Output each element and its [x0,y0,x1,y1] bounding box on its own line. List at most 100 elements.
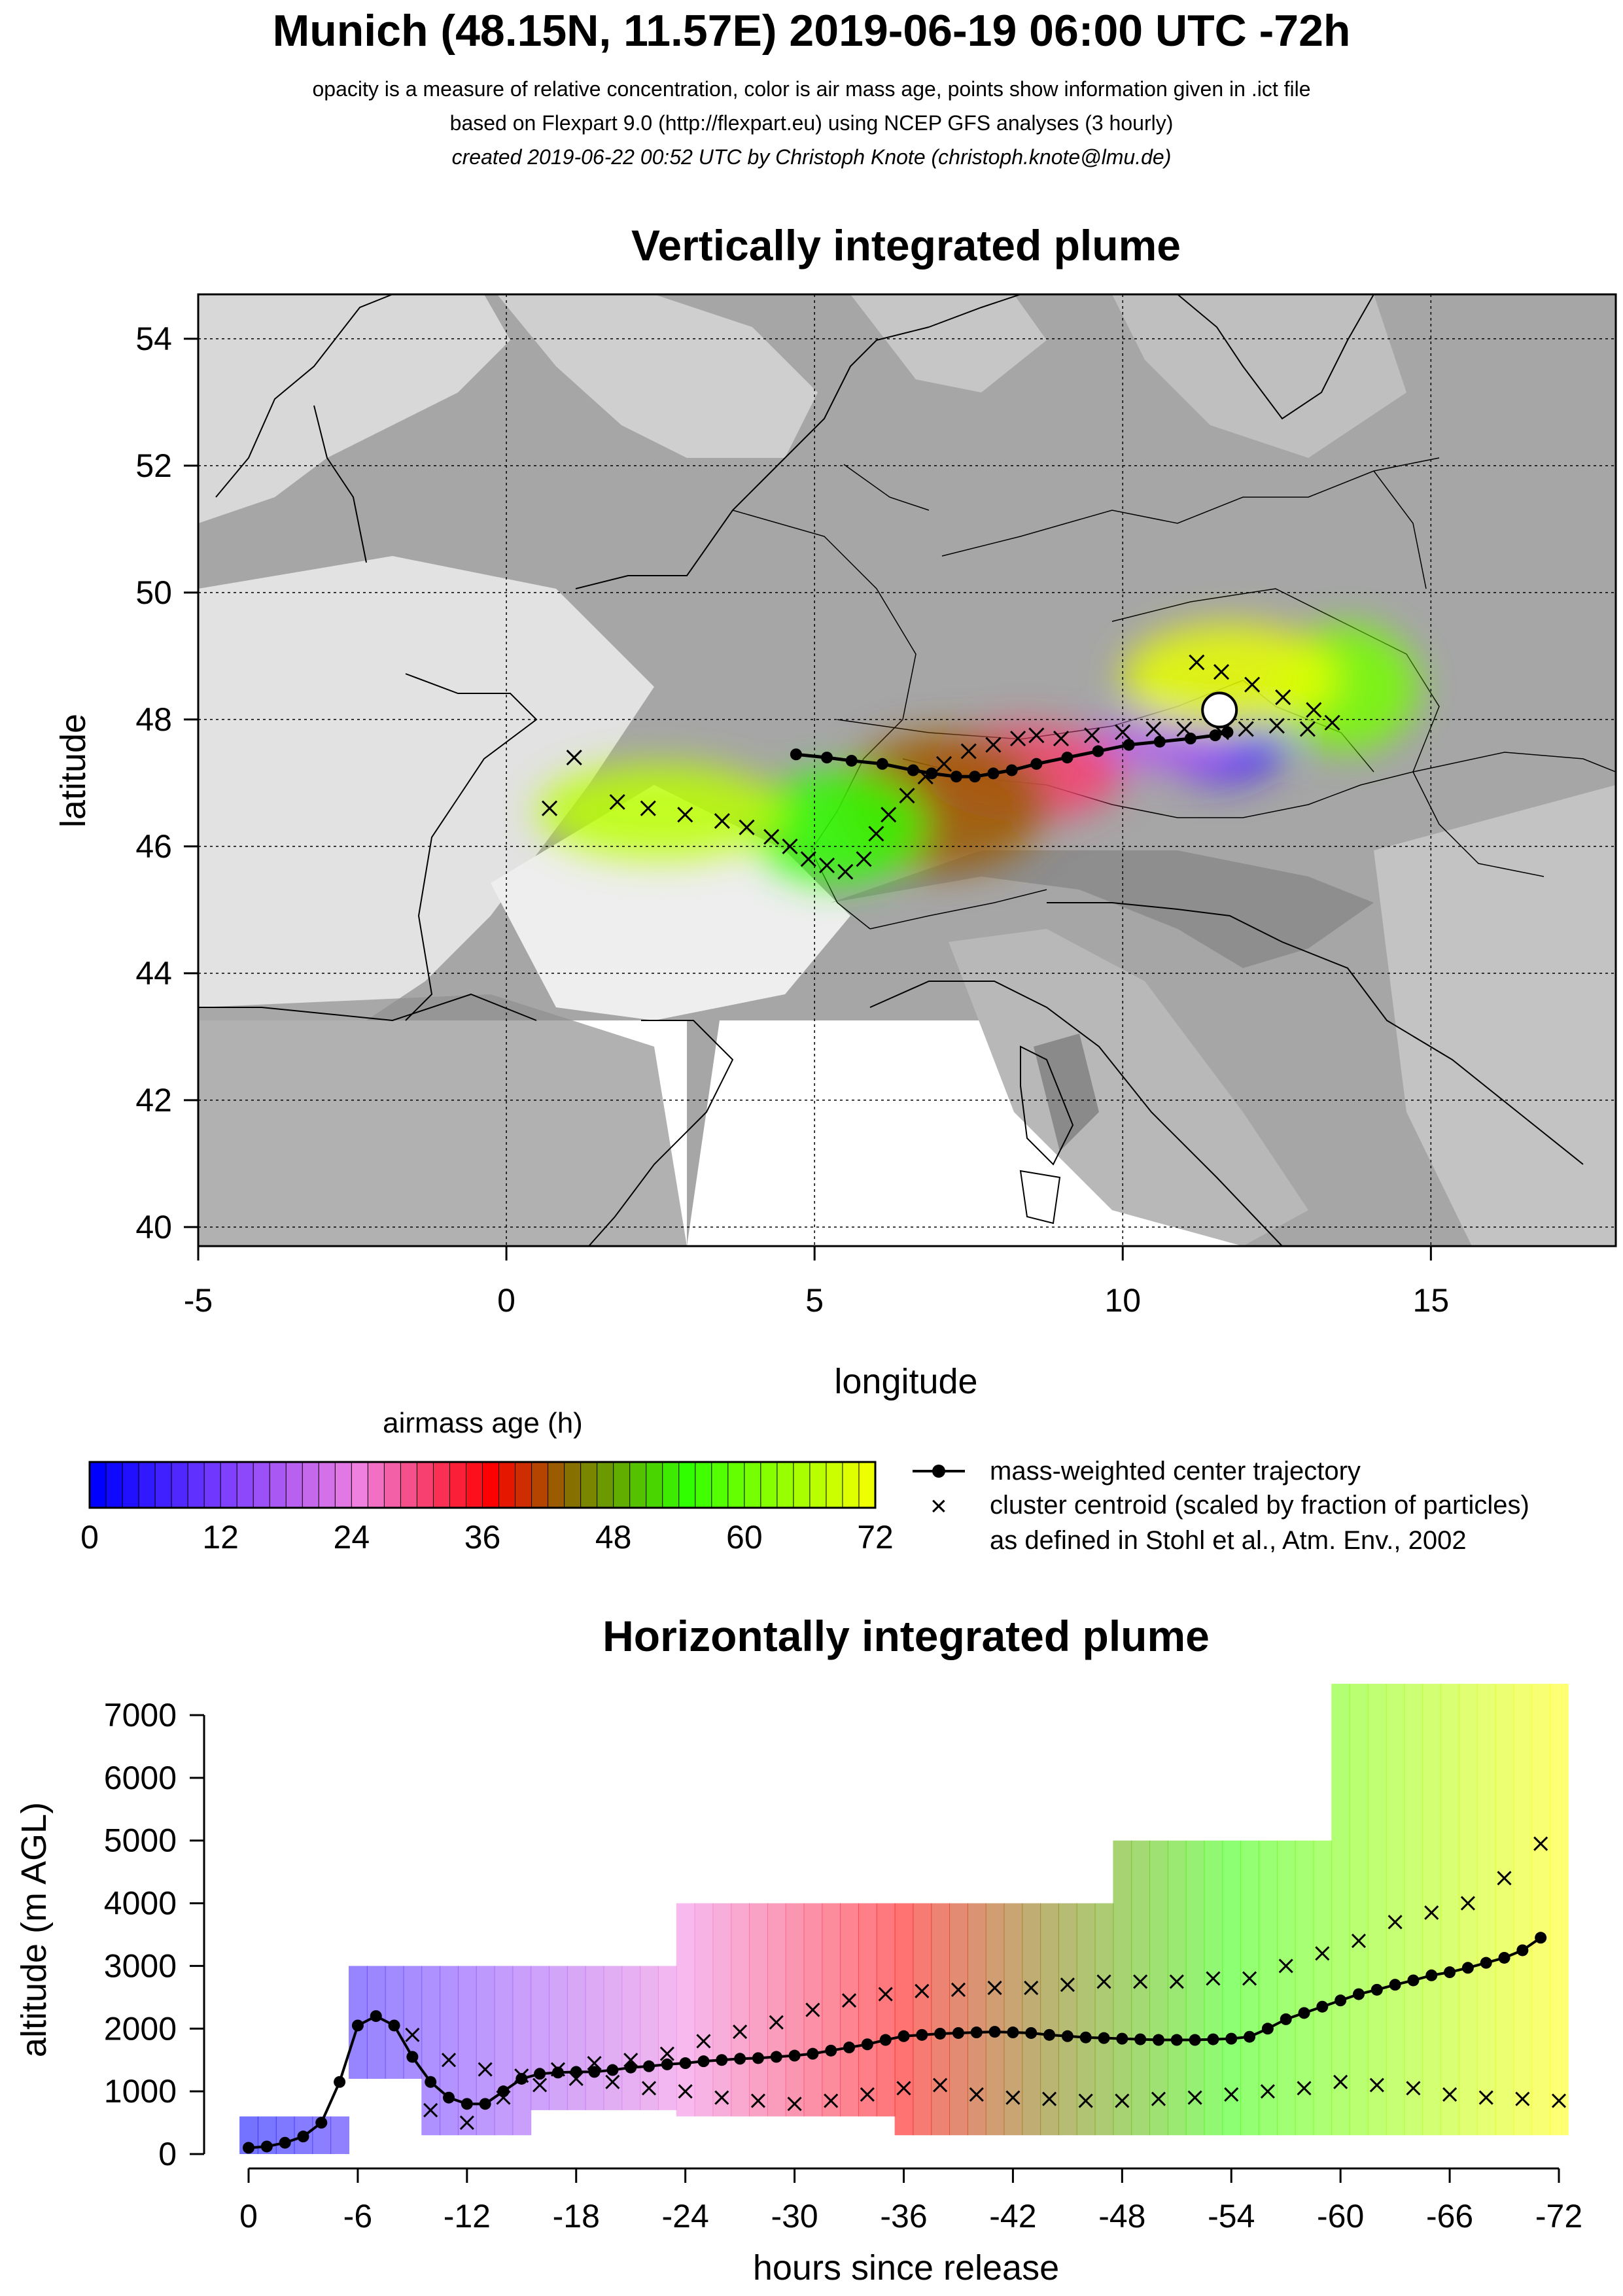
profile-trajectory-point [807,2047,819,2060]
profile-trajectory-point [661,2058,673,2070]
map-cluster-centroid [1324,714,1340,731]
colorbar-cell [777,1461,794,1508]
plume-segment-66h [537,763,784,860]
profile-plume-cell [1331,1684,1351,2136]
map-trajectory-point [926,767,938,780]
legend-cross-swatch: × [930,1490,947,1522]
profile-plume-cell [894,1903,914,2136]
colorbar-cell [613,1461,631,1508]
profile-centroid-upper [1242,1971,1257,1986]
profile-centroid-upper [1533,1836,1548,1851]
profile-centroid-upper [623,2053,638,2068]
profile-ytick-label: 1000 [104,2073,177,2110]
profile-centroid-upper [1024,1980,1039,1996]
profile-centroid-stroke [478,2062,493,2077]
map-cluster-centroid [960,743,977,759]
profile-xtick-label: -12 [444,2198,491,2235]
colorbar-tick-label: 36 [464,1519,501,1556]
profile-centroid-stroke [1551,2093,1567,2108]
profile-centroid-stroke [1224,2087,1239,2102]
profile-plume-cell [858,1903,877,2117]
profile-trajectory-point [1480,1957,1492,1969]
profile-xtick-label: -6 [343,2198,372,2235]
colorbar-cell [171,1461,189,1508]
map-trajectory-point [1184,733,1196,744]
profile-plume-cell [731,1903,750,2117]
map-centroid-stroke [1324,714,1340,731]
profile-xlabel: hours since release [753,2248,1059,2287]
plume-segment-54h [752,770,926,885]
profile-centroid-stroke [733,2025,748,2040]
profile-centroid-lower [787,2096,802,2112]
legend-cross-label: cluster centroid (scaled by fraction of … [990,1491,1529,1520]
profile-centroid-stroke [532,2078,548,2093]
colorbar-cell [122,1461,140,1508]
colorbar-cell [432,1461,451,1508]
profile-centroid-stroke [641,2081,657,2096]
profile-centroid-lower [605,2074,620,2089]
profile-trajectory-point [734,2053,746,2065]
colorbar-cell [220,1461,238,1508]
colorbar-cell [678,1461,696,1508]
map-ytick-label: 52 [135,447,172,484]
colorbar-cell [449,1461,467,1508]
profile-plume-cell [1113,1840,1132,2136]
profile-plume-cell [1531,1684,1551,2136]
profile-trajectory-point [679,2057,691,2070]
map-centroid-stroke [1299,721,1316,737]
profile-trajectory-point [606,2064,619,2076]
map-cluster-centroid [818,857,835,874]
map-centroid-stroke [1053,730,1070,747]
profile-trajectory-point [406,2051,419,2063]
profile-centroid-upper [1169,1974,1184,1989]
map-centroid-stroke [1176,721,1193,737]
map-trajectory-point [987,767,1000,780]
profile-centroid-stroke [587,2055,602,2071]
map-cluster-centroid [1053,730,1070,747]
map-trajectory-point [876,757,888,770]
profile-centroid-stroke [459,2115,474,2131]
map-centroid-stroke [837,863,854,880]
map-cluster-centroid [1115,724,1131,740]
colorbar-cell [416,1461,434,1508]
map-centroid-stroke [609,793,625,810]
map-cluster-centroid [899,788,915,804]
map-cluster-centroid [1189,654,1205,670]
profile-centroid-stroke [1297,2081,1312,2096]
map-plume [537,624,1419,885]
profile-trajectory-point [1498,1951,1510,1964]
profile-centroid-stroke [659,2046,674,2061]
map-trajectory-point [1209,729,1221,742]
map-centroid-stroke [1010,730,1026,747]
profile-plume-cell [421,1966,441,2136]
profile-centroid-stroke [1515,2091,1530,2106]
profile-centroid-upper [769,2015,784,2030]
profile-centroid-upper [1060,1977,1075,1992]
map-ytick-label: 42 [135,1082,172,1119]
profile-centroid-stroke [750,2093,766,2108]
profile-trajectory-point [1280,2013,1292,2025]
profile-trajectory-point [916,2028,928,2041]
colorbar-cell [105,1461,124,1508]
map-cluster-centroid [677,807,693,823]
profile-centroid-stroke [1115,2093,1130,2108]
profile-centroid-lower [1515,2091,1530,2106]
profile-trajectory-point [1225,2032,1238,2045]
profile-centroid-lower [641,2081,657,2096]
colorbar-cell [236,1461,254,1508]
profile-centroid-upper [587,2055,602,2071]
profile-centroid-stroke [1424,1905,1439,1921]
profile-centroid-lower [1297,2081,1312,2096]
colorbar-cell [760,1461,778,1508]
legend-cross-entry: × cluster centroid (scaled by fraction o… [930,1490,1529,1555]
profile-xtick-label: -42 [989,2198,1036,2235]
map-centroid-stroke [856,851,872,867]
profile-trajectory-point [952,2026,964,2039]
profile-centroid-stroke [951,1982,966,1997]
profile-trajectory-point [970,2026,983,2039]
colorbar-cell [662,1461,680,1508]
map-centroid-stroke [1115,724,1131,740]
map-centroid-stroke [1189,654,1205,670]
map-cluster-centroid [763,829,780,845]
profile-centroid-stroke [441,2053,457,2068]
